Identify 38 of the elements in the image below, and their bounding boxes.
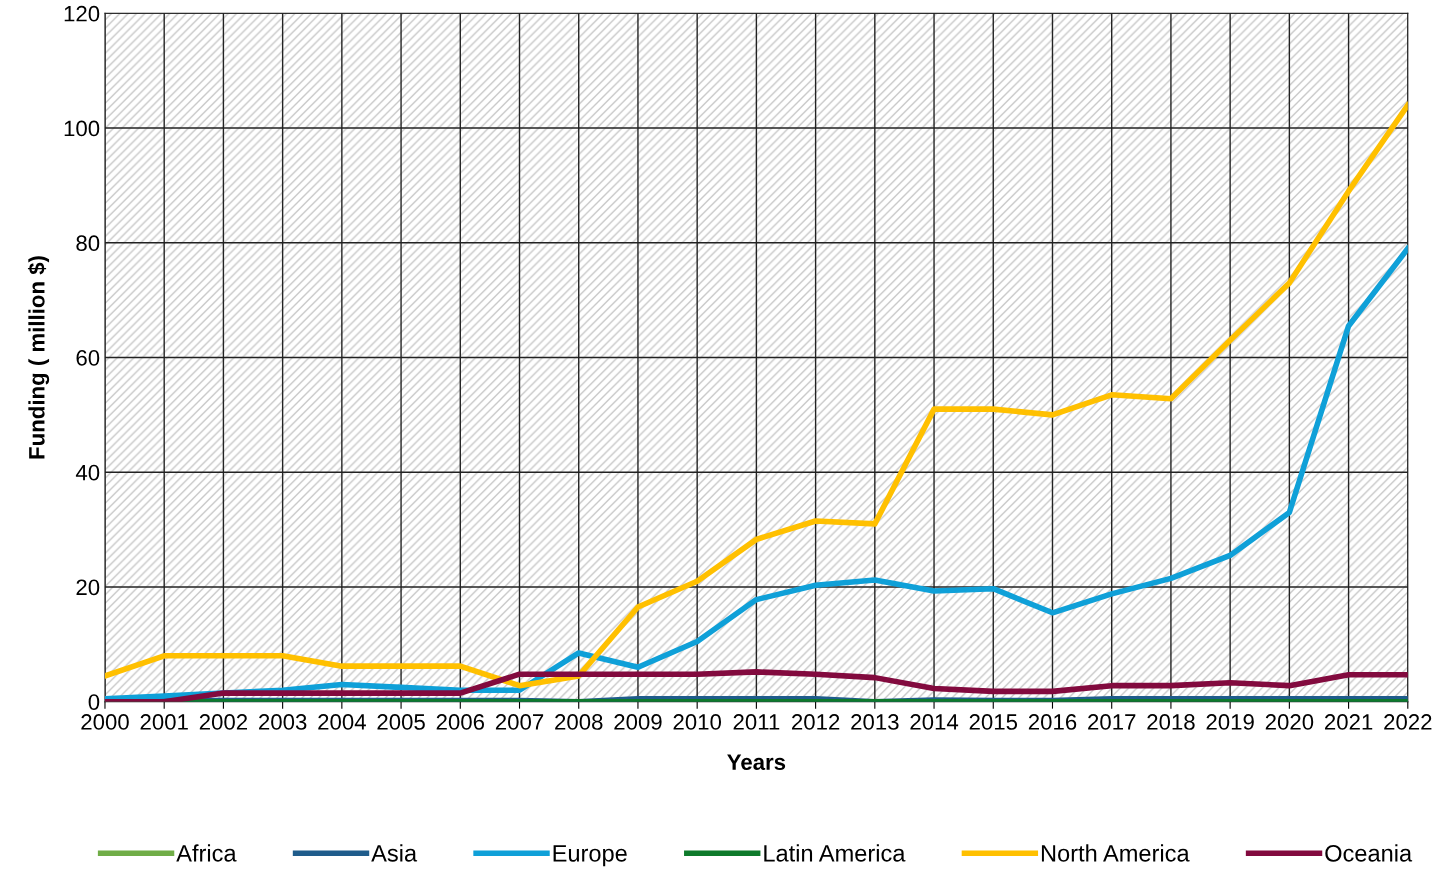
y-tick-label: 120 — [64, 5, 100, 22]
x-tick-label: 2017 — [1088, 714, 1136, 730]
y-tick-label: 100 — [64, 120, 100, 137]
y-tick-label: 40 — [75, 464, 100, 481]
y-tick-label: 80 — [76, 235, 100, 252]
x-tick-label: 2018 — [1147, 714, 1195, 730]
x-tick-label: 2007 — [495, 714, 544, 730]
x-tick-label: 2005 — [377, 714, 425, 730]
x-tick-label: 2016 — [1028, 714, 1077, 730]
x-tick-label: 2004 — [318, 714, 366, 730]
x-tick-label: 2002 — [199, 714, 248, 730]
y-tick-label: 20 — [76, 579, 100, 596]
legend-label: Asia — [371, 844, 418, 862]
x-axis-title: Years — [727, 754, 786, 770]
legend-label: North America — [1041, 844, 1190, 862]
x-tick-label: 2010 — [673, 714, 722, 730]
x-tick-label: 2003 — [259, 714, 307, 730]
x-tick-label: 2021 — [1324, 714, 1373, 730]
y-axis-title: Funding ( million $) — [27, 256, 50, 459]
x-tick-label: 2012 — [792, 714, 840, 730]
y-tick-label: 0 — [88, 694, 100, 710]
x-tick-label: 2020 — [1265, 714, 1314, 730]
x-tick-label: 2022 — [1384, 714, 1432, 730]
x-tick-label: 2008 — [555, 714, 603, 730]
legend-label: Latin America — [764, 844, 906, 862]
x-tick-label: 2019 — [1206, 714, 1254, 730]
x-tick-label: 2014 — [910, 714, 959, 730]
x-tick-label: 2011 — [733, 714, 780, 730]
x-tick-label: 2006 — [436, 714, 485, 730]
x-tick-label: 2009 — [614, 714, 662, 730]
x-tick-label: 2015 — [969, 714, 1018, 730]
y-tick-label: 60 — [76, 350, 100, 366]
x-tick-label: 2001 — [140, 714, 188, 730]
legend-label: Africa — [176, 844, 237, 862]
legend-label: Oceania — [1325, 844, 1413, 862]
x-tick-label: 2013 — [851, 714, 899, 730]
x-tick-label: 2000 — [81, 714, 129, 730]
legend-label: Europe — [553, 845, 627, 867]
